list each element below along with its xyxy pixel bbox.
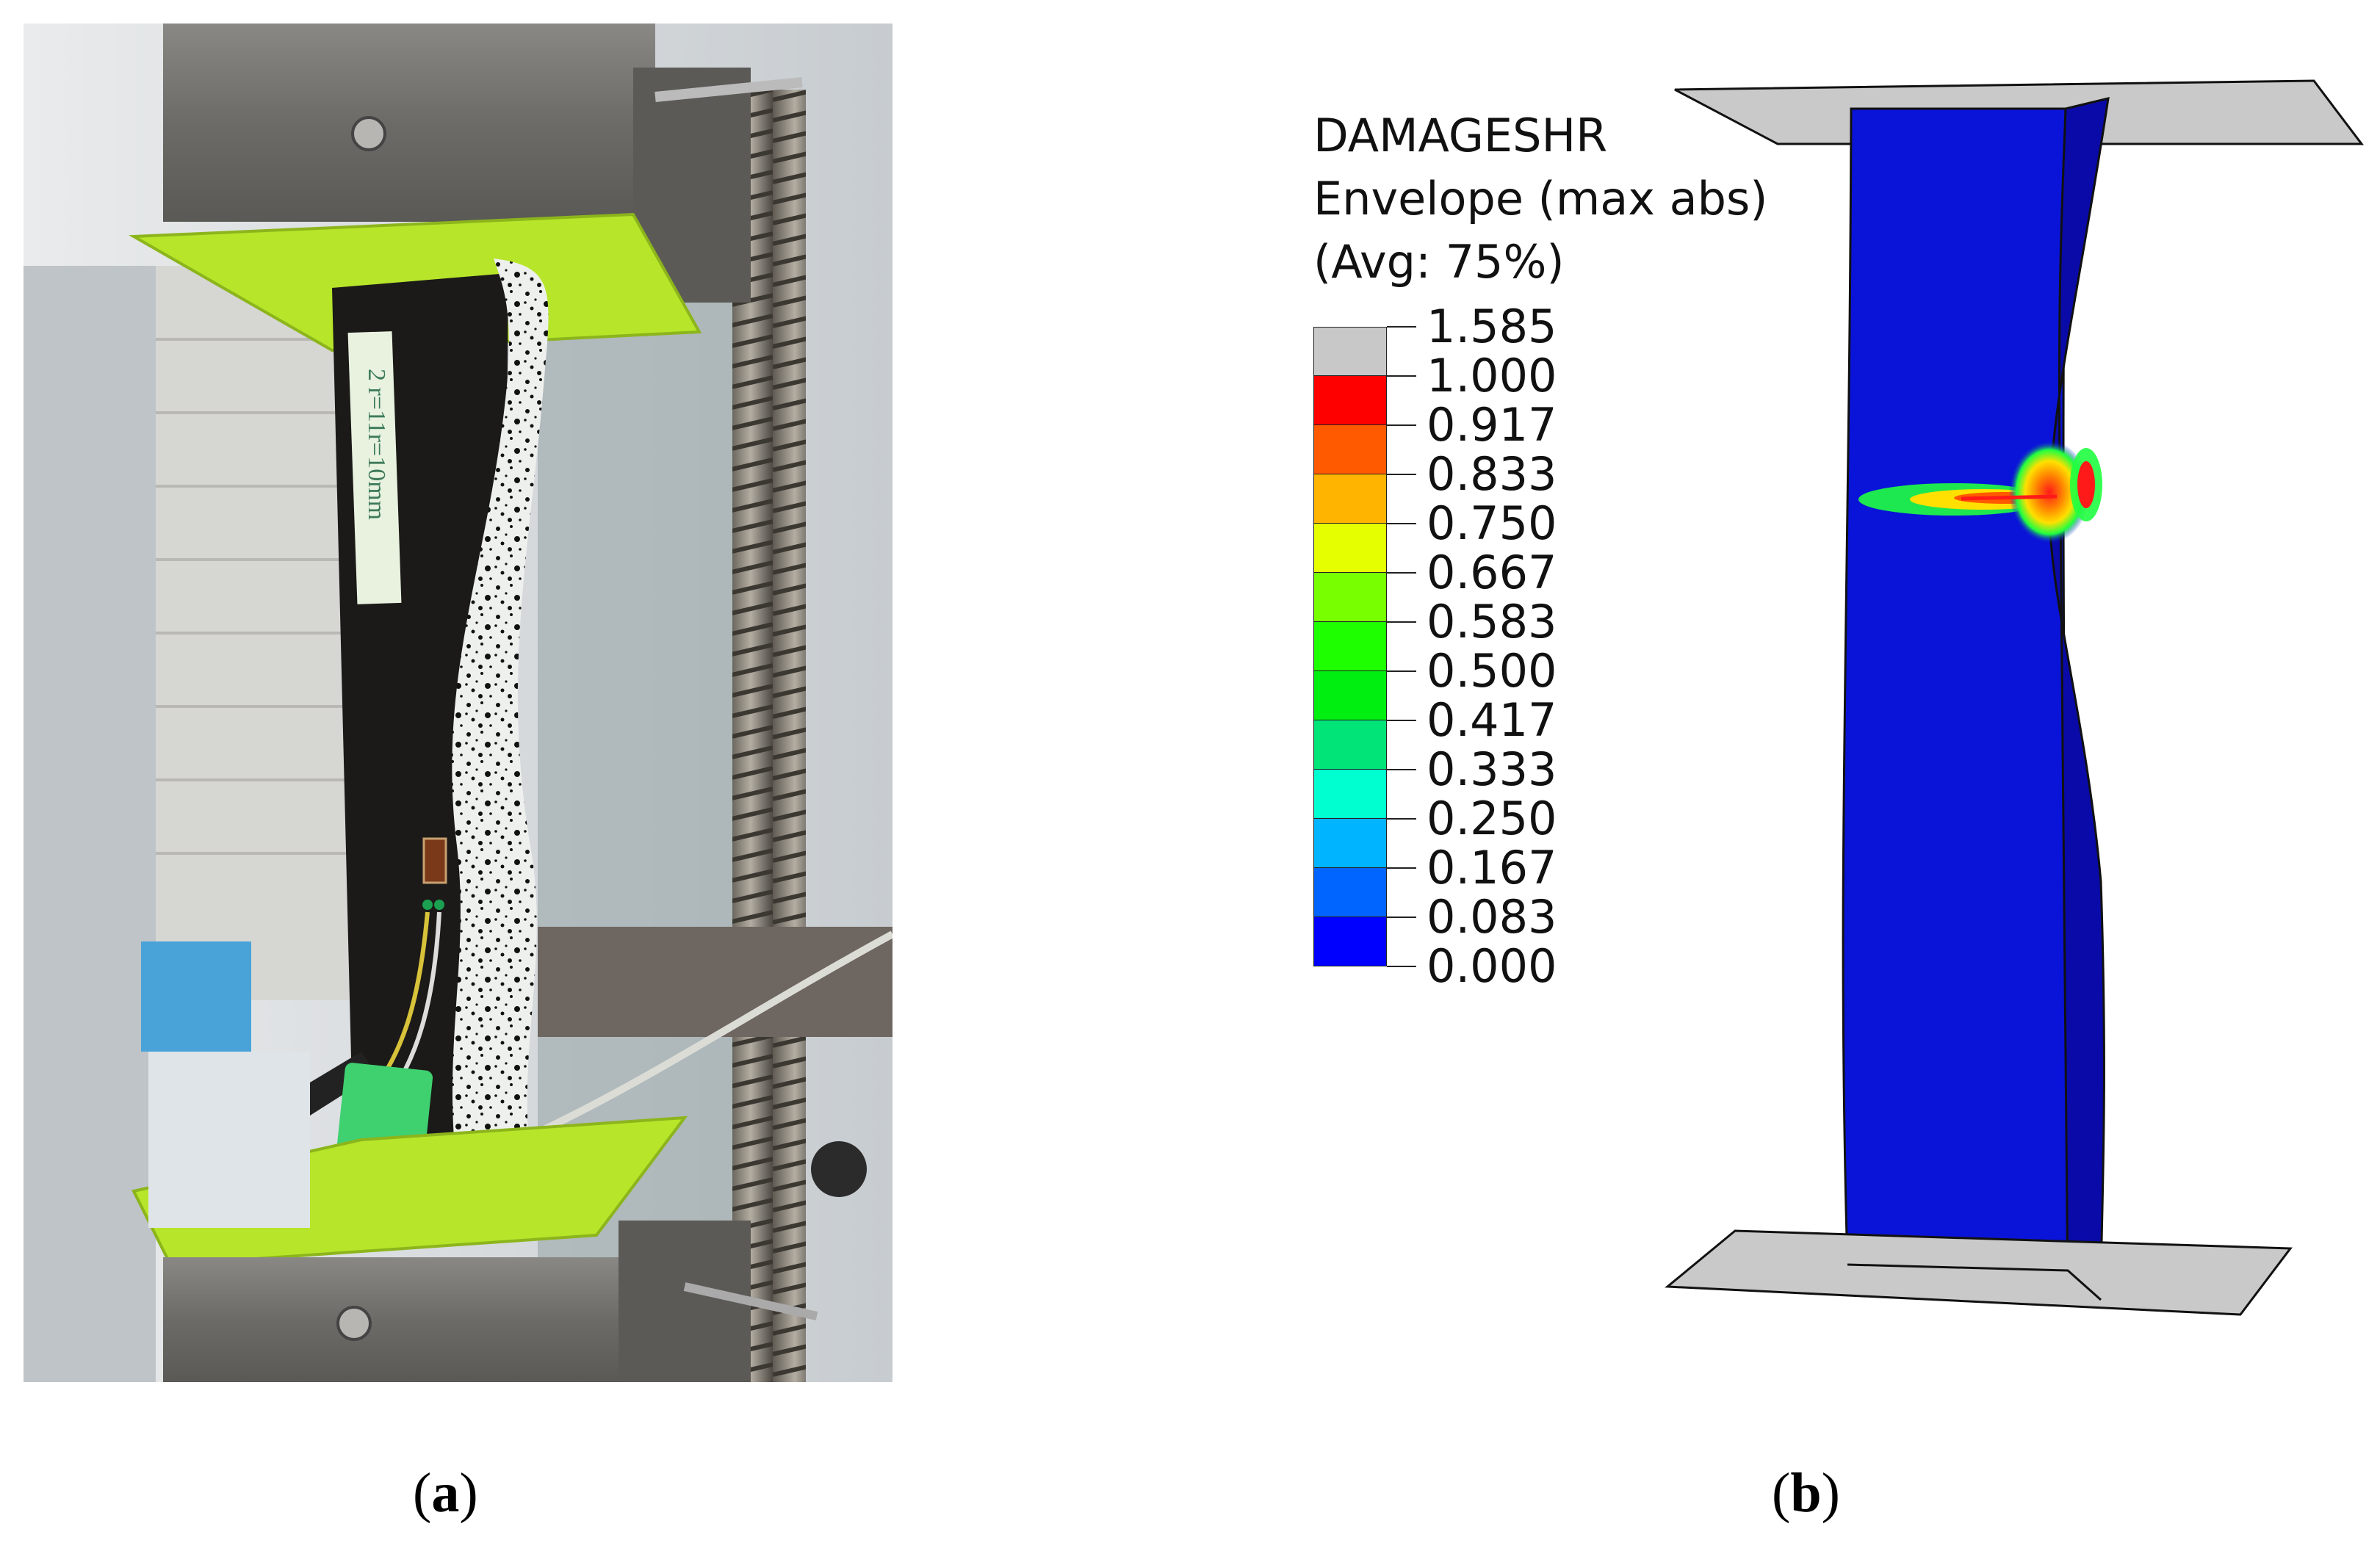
legend-swatch (1313, 425, 1387, 474)
adjust-rod (683, 1282, 818, 1320)
legend-tick-label: 0.833 (1427, 447, 1557, 501)
legend-color-bar (1313, 327, 1387, 966)
legend-tick-mark (1387, 916, 1416, 918)
legend-tick-mark (1387, 375, 1416, 377)
legend-swatch (1313, 524, 1387, 573)
test-setup-illustration: 2 r=11r=10mm (24, 24, 895, 1382)
specimen-flange-speckle (452, 258, 549, 1217)
grip-bolt (351, 116, 386, 151)
legend-tick-mark (1387, 818, 1416, 820)
legend-tick-mark (1387, 621, 1416, 623)
legend-tick-mark (1387, 867, 1416, 869)
legend-tick-mark (1387, 966, 1416, 967)
legend-tick-label: 0.750 (1427, 496, 1557, 550)
instrument-box (148, 1052, 310, 1228)
legend-tick-label: 0.500 (1427, 644, 1557, 698)
legend-tick-label: 0.917 (1427, 398, 1557, 452)
grip-bolt (336, 1306, 372, 1341)
legend-tick-label: 0.250 (1427, 792, 1557, 845)
blue-instrument (141, 941, 251, 1052)
legend-title-averaging: (Avg: 75%) (1313, 235, 1565, 289)
left-column (24, 266, 156, 1382)
bottom-loading-plate (1665, 1229, 2293, 1316)
legend-tick-label: 1.000 (1427, 349, 1557, 402)
legend-title-envelope: Envelope (max abs) (1313, 172, 1768, 225)
legend-tick-label: 1.585 (1427, 300, 1557, 353)
instrument-cable (536, 930, 895, 1136)
cross-beam (538, 927, 892, 1037)
legend-tick-label: 0.167 (1427, 841, 1557, 894)
specimen-tag-text: 2 r=11r=10mm (363, 369, 390, 520)
legend-tick-label: 0.083 (1427, 890, 1557, 944)
specimen-base-edge (1847, 1263, 2102, 1301)
legend-swatch (1313, 720, 1387, 770)
legend-swatch (1313, 819, 1387, 868)
lead-screw (732, 90, 806, 1382)
legend-tick-label: 0.667 (1427, 546, 1557, 599)
legend-tick-mark (1387, 523, 1416, 524)
caption-a: (a) (413, 1462, 478, 1524)
legend-tick-mark (1387, 769, 1416, 770)
legend-tick-mark (1387, 572, 1416, 574)
legend-swatch (1313, 622, 1387, 671)
legend-tick-label: 0.333 (1427, 742, 1557, 796)
legend-swatch (1313, 327, 1387, 376)
legend-tick-label: 0.583 (1427, 595, 1557, 648)
legend-swatch (1313, 474, 1387, 524)
specimen-tag (347, 331, 402, 604)
legend-swatch (1313, 770, 1387, 819)
knob (811, 1141, 867, 1197)
specimen-web-fe (1842, 107, 2069, 1272)
legend-tick-mark (1387, 720, 1416, 721)
legend-tick-mark (1387, 670, 1416, 672)
lower-grip (163, 1257, 633, 1382)
legend-tick-mark (1387, 326, 1416, 328)
lower-grip-side (619, 1221, 751, 1382)
legend-swatch (1313, 573, 1387, 622)
legend-swatch (1313, 376, 1387, 425)
legend-tick-label: 0.000 (1427, 939, 1557, 993)
legend-tick-mark (1387, 424, 1416, 426)
legend-title-variable: DAMAGESHR (1313, 109, 1608, 162)
adjust-rod (654, 77, 803, 102)
test-setup-photo: 2 r=11r=10mm (24, 24, 895, 1382)
solder-pad (434, 900, 444, 910)
fe-model-panel (1234, 59, 2380, 1381)
legend-swatch (1313, 671, 1387, 720)
solder-pad (422, 900, 433, 910)
caption-b: (b) (1772, 1462, 1840, 1524)
upper-grip (163, 24, 655, 222)
legend-tick-label: 0.417 (1427, 693, 1557, 747)
strain-gauge (422, 837, 447, 884)
legend-tick-mark (1387, 474, 1416, 475)
damage-region (1858, 441, 2102, 543)
legend-swatch (1313, 868, 1387, 917)
legend-swatch (1313, 917, 1387, 966)
fe-model-illustration (1665, 79, 2365, 1316)
